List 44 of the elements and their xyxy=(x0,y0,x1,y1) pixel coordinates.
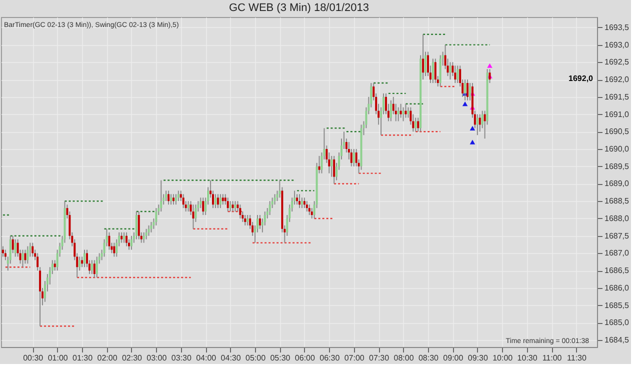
y-tick-label: 1687,5 xyxy=(604,231,630,240)
x-tick-label: 09:00 xyxy=(443,354,464,362)
y-tick-label: 1685,0 xyxy=(604,318,630,328)
x-tick-label: 01:30 xyxy=(72,354,94,362)
y-tick-label: 1686,0 xyxy=(604,283,630,292)
y-tick-label: 1689,5 xyxy=(604,162,630,171)
y-tick-label: 1693,5 xyxy=(604,22,630,32)
y-tick-label: 1684,5 xyxy=(604,336,630,345)
y-tick-label: 1690,5 xyxy=(604,127,630,136)
x-tick-label: 03:00 xyxy=(146,354,168,362)
y-tick-label: 1690,0 xyxy=(604,144,630,154)
y-tick-label: 1691,5 xyxy=(604,92,630,102)
y-tick-label: 1693,0 xyxy=(604,40,630,50)
x-tick-label: 11:30 xyxy=(567,354,587,362)
y-tick-label: 1691,0 xyxy=(604,110,630,119)
x-tick-label: 00:30 xyxy=(23,354,44,362)
y-tick-label: 1692,5 xyxy=(604,58,630,67)
x-tick-label: 10:00 xyxy=(492,354,514,362)
y-tick-label: 1687,0 xyxy=(604,248,630,258)
x-tick-label: 04:30 xyxy=(220,354,242,362)
x-tick-label: 05:00 xyxy=(246,354,266,362)
y-tick-label: 1689,0 xyxy=(604,179,630,188)
x-tick-label: 03:30 xyxy=(171,354,192,362)
y-tick-label: 1685,5 xyxy=(604,300,630,310)
x-tick-label: 07:00 xyxy=(344,354,365,362)
x-tick-label: 02:30 xyxy=(122,354,143,362)
chart-title: GC WEB (3 Min) 18/01/2013 xyxy=(228,2,370,14)
x-tick-label: 11:00 xyxy=(542,354,562,362)
y-tick-label: 1686,5 xyxy=(604,266,630,276)
annotation: 1692,0 xyxy=(568,74,594,83)
x-tick-label: 08:30 xyxy=(418,354,440,362)
x-tick-label: 05:30 xyxy=(270,354,291,362)
x-tick-label: 10:30 xyxy=(517,354,538,362)
x-tick-label: 01:00 xyxy=(48,354,68,362)
x-tick-label: 09:30 xyxy=(468,354,488,362)
y-tick-label: 1688,5 xyxy=(604,196,630,206)
x-tick-label: 06:00 xyxy=(294,354,316,362)
x-tick-label: 07:30 xyxy=(369,354,390,362)
x-tick-label: 04:00 xyxy=(196,354,217,362)
x-tick-label: 06:30 xyxy=(320,354,340,362)
x-tick-label: 08:00 xyxy=(394,354,414,362)
y-tick-label: 1688,0 xyxy=(604,214,630,223)
y-tick-label: 1692,0 xyxy=(604,75,630,84)
x-tick-label: 02:00 xyxy=(97,354,118,362)
